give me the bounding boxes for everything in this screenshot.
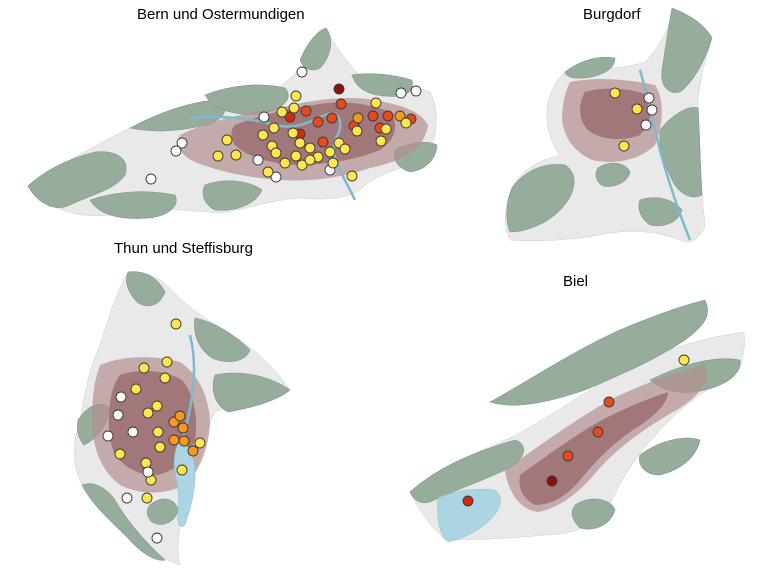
marker-white bbox=[142, 466, 154, 478]
marker-red-orange bbox=[300, 105, 312, 117]
marker-red-orange bbox=[562, 450, 574, 462]
marker-yellow bbox=[151, 400, 163, 412]
marker-white bbox=[296, 66, 308, 78]
marker-yellow bbox=[159, 372, 171, 384]
marker-orange bbox=[394, 110, 406, 122]
marker-yellow bbox=[221, 134, 233, 146]
marker-yellow bbox=[324, 146, 336, 158]
marker-yellow bbox=[296, 159, 308, 171]
marker-white bbox=[121, 492, 133, 504]
marker-red-orange bbox=[317, 136, 329, 148]
marker-yellow bbox=[212, 150, 224, 162]
marker-yellow bbox=[294, 137, 306, 149]
marker-white bbox=[151, 532, 163, 544]
marker-yellow bbox=[288, 102, 300, 114]
marker-yellow bbox=[618, 140, 630, 152]
marker-white bbox=[410, 85, 422, 97]
marker-dark-red bbox=[546, 475, 558, 487]
marker-yellow bbox=[346, 170, 358, 182]
points-biel bbox=[462, 354, 690, 507]
marker-yellow bbox=[161, 356, 173, 368]
marker-yellow bbox=[631, 103, 643, 115]
marker-yellow bbox=[304, 142, 316, 154]
marker-yellow bbox=[257, 129, 269, 141]
marker-yellow bbox=[130, 383, 142, 395]
marker-white bbox=[395, 87, 407, 99]
marker-yellow bbox=[287, 127, 299, 139]
marker-yellow bbox=[114, 448, 126, 460]
points-burgdorf bbox=[609, 87, 658, 152]
marker-white bbox=[115, 391, 127, 403]
marker-orange bbox=[187, 445, 199, 457]
marker-red-orange bbox=[326, 112, 338, 124]
marker-white bbox=[102, 430, 114, 442]
marker-yellow bbox=[370, 97, 382, 109]
marker-yellow bbox=[375, 135, 387, 147]
marker-yellow bbox=[276, 106, 288, 118]
marker-yellow bbox=[154, 441, 166, 453]
marker-yellow bbox=[141, 492, 153, 504]
marker-yellow bbox=[268, 122, 280, 134]
marker-red bbox=[284, 111, 296, 123]
marker-yellow bbox=[279, 157, 291, 169]
marker-orange bbox=[177, 422, 189, 434]
marker-red-orange bbox=[603, 396, 615, 408]
marker-white bbox=[258, 111, 270, 123]
marker-yellow bbox=[327, 157, 339, 169]
marker-orange bbox=[178, 435, 190, 447]
marker-yellow bbox=[270, 147, 282, 159]
marker-yellow bbox=[152, 426, 164, 438]
marker-red-orange bbox=[312, 116, 324, 128]
marker-yellow bbox=[609, 87, 621, 99]
marker-yellow bbox=[230, 149, 242, 161]
marker-white bbox=[176, 137, 188, 149]
marker-yellow bbox=[290, 90, 302, 102]
marker-white bbox=[170, 145, 182, 157]
marker-red-orange bbox=[382, 110, 394, 122]
points-layer bbox=[102, 66, 690, 544]
map-title-burgdorf: Burgdorf bbox=[583, 6, 641, 23]
marker-white bbox=[643, 92, 655, 104]
map-title-bern: Bern und Ostermundigen bbox=[137, 6, 305, 23]
marker-yellow bbox=[351, 125, 363, 137]
marker-white bbox=[270, 171, 282, 183]
marker-yellow bbox=[138, 362, 150, 374]
map-title-biel: Biel bbox=[563, 273, 589, 290]
marker-yellow bbox=[304, 154, 316, 166]
marker-yellow bbox=[290, 150, 302, 162]
map-burgdorf bbox=[505, 7, 713, 243]
marker-yellow bbox=[339, 143, 351, 155]
marker-white bbox=[145, 173, 157, 185]
marker-yellow bbox=[400, 117, 412, 129]
marker-white bbox=[127, 426, 139, 438]
marker-red bbox=[462, 495, 474, 507]
marker-white bbox=[252, 154, 264, 166]
marker-yellow bbox=[262, 166, 274, 178]
marker-yellow bbox=[140, 457, 152, 469]
points-thun bbox=[102, 318, 206, 544]
marker-dark-red bbox=[333, 83, 345, 95]
marker-orange bbox=[174, 410, 186, 422]
marker-red-orange bbox=[592, 426, 604, 438]
map-title-thun: Thun und Steffisburg bbox=[114, 240, 253, 257]
marker-yellow bbox=[142, 407, 154, 419]
marker-yellow bbox=[176, 464, 188, 476]
marker-yellow bbox=[194, 437, 206, 449]
marker-white bbox=[646, 104, 658, 116]
marker-orange bbox=[168, 434, 180, 446]
map-bern bbox=[27, 27, 438, 219]
marker-yellow bbox=[678, 354, 690, 366]
marker-red-orange bbox=[335, 98, 347, 110]
marker-white bbox=[112, 409, 124, 421]
marker-yellow bbox=[170, 318, 182, 330]
marker-orange bbox=[352, 112, 364, 124]
marker-red-orange bbox=[367, 110, 379, 122]
marker-yellow bbox=[380, 123, 392, 135]
map-biel bbox=[409, 299, 745, 543]
marker-white bbox=[640, 119, 652, 131]
points-bern bbox=[145, 66, 422, 185]
